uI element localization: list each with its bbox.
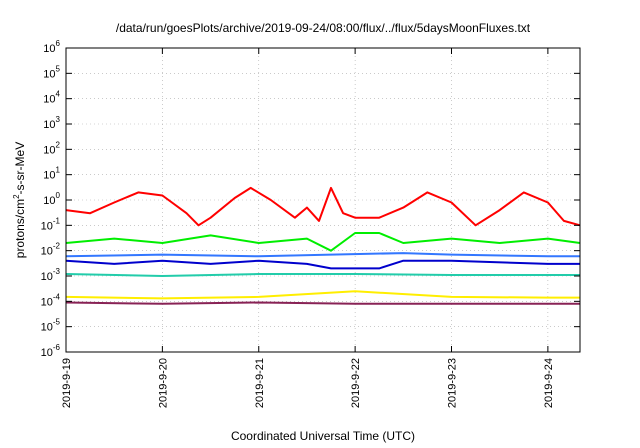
y-tick-label-base: 10 — [41, 296, 53, 308]
y-tick-label: 106 — [43, 39, 60, 55]
y-tick-label-base: 10 — [43, 43, 55, 55]
y-tick-label: 105 — [43, 64, 60, 80]
y-tick-label-exponent: 3 — [56, 115, 61, 124]
y-axis-title-rest: -s-sr-MeV — [13, 142, 27, 195]
y-axis-title-sup: 2 — [12, 194, 21, 199]
axis-layer: 10-610-510-410-310-210-11001011021031041… — [41, 39, 580, 408]
series-line-6 — [65, 290, 580, 300]
x-tick-label: 2019-9-23 — [447, 358, 459, 408]
y-tick-label-base: 10 — [41, 322, 53, 334]
y-tick-label-base: 10 — [43, 68, 55, 80]
y-tick-label-exponent: 5 — [56, 64, 61, 73]
y-tick-label: 10-5 — [41, 318, 61, 334]
y-tick-label-exponent: -6 — [53, 343, 61, 352]
y-tick-label-exponent: -3 — [53, 267, 61, 276]
grid-layer — [65, 47, 580, 353]
y-tick-label-exponent: -1 — [53, 216, 61, 225]
x-tick-label: 2019-9-20 — [157, 358, 169, 408]
x-tick-label: 2019-9-19 — [61, 358, 73, 408]
y-tick-label-exponent: -2 — [53, 242, 61, 251]
y-tick-label-base: 10 — [41, 271, 53, 283]
y-tick-label: 10-6 — [41, 343, 61, 359]
y-tick-label: 10-1 — [41, 216, 61, 232]
y-tick-label-base: 10 — [43, 195, 55, 207]
y-tick-label: 10-3 — [41, 267, 61, 283]
y-axis-title: protons/cm2-s-sr-MeV — [12, 142, 27, 258]
y-tick-label: 102 — [43, 140, 60, 156]
chart-title: /data/run/goesPlots/archive/2019-09-24/0… — [116, 21, 531, 35]
y-axis-title-main: protons/cm — [13, 199, 27, 258]
y-tick-label: 104 — [43, 90, 60, 106]
y-tick-label: 10-4 — [41, 292, 61, 308]
x-axis-title: Coordinated Universal Time (UTC) — [231, 429, 415, 443]
y-tick-label-exponent: 1 — [56, 166, 61, 175]
y-tick-label-exponent: 0 — [56, 191, 61, 200]
y-tick-label-base: 10 — [43, 144, 55, 156]
series-line-1 — [65, 186, 581, 227]
y-tick-label-exponent: 2 — [56, 140, 61, 149]
y-tick-label-base: 10 — [43, 94, 55, 106]
series-line-7 — [65, 301, 580, 305]
series-layer — [65, 186, 581, 305]
y-tick-label-exponent: 6 — [56, 39, 61, 48]
x-tick-label: 2019-9-22 — [350, 358, 362, 408]
series-line-5 — [65, 273, 580, 277]
x-tick-label: 2019-9-24 — [543, 358, 555, 408]
y-tick-label: 100 — [43, 191, 60, 207]
y-tick-label-exponent: 4 — [56, 90, 61, 99]
x-tick-label: 2019-9-21 — [254, 358, 266, 408]
y-tick-label-base: 10 — [41, 347, 53, 359]
y-tick-label-base: 10 — [41, 246, 53, 258]
series-line-3 — [65, 252, 580, 258]
y-tick-label-exponent: -4 — [53, 292, 61, 301]
y-tick-label-base: 10 — [41, 220, 53, 232]
y-tick-label-base: 10 — [43, 119, 55, 131]
y-tick-label: 101 — [43, 166, 60, 182]
y-tick-label: 103 — [43, 115, 60, 131]
y-tick-label-base: 10 — [43, 170, 55, 182]
series-line-4 — [65, 259, 580, 270]
y-tick-label: 10-2 — [41, 242, 61, 258]
series-line-2 — [65, 232, 581, 252]
y-tick-label-exponent: -5 — [53, 318, 61, 327]
